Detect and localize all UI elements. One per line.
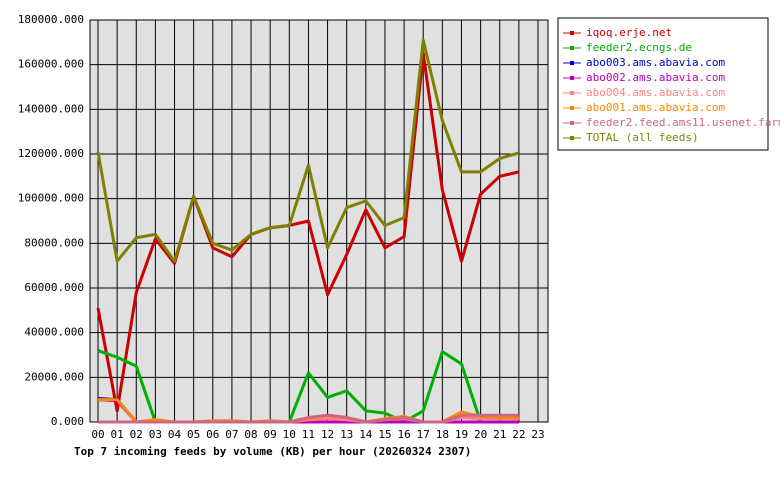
x-tick-label: 10 [283, 428, 296, 441]
series-line [96, 52, 520, 413]
y-tick-label: 60000.000 [24, 281, 84, 294]
x-tick-label: 03 [149, 428, 162, 441]
x-tick-label: 20 [474, 428, 487, 441]
y-tick-label: 0.000 [51, 415, 84, 428]
x-tick-label: 12 [321, 428, 334, 441]
x-tick-label: 02 [130, 428, 143, 441]
x-tick-label: 09 [264, 428, 277, 441]
x-tick-label: 14 [359, 428, 373, 441]
y-tick-label: 20000.000 [24, 370, 84, 383]
series-line [96, 38, 520, 263]
x-tick-label: 23 [531, 428, 544, 441]
y-tick-label: 180000.000 [18, 13, 84, 26]
x-tick-label: 11 [302, 428, 315, 441]
x-tick-label: 15 [378, 428, 391, 441]
legend-marker [570, 76, 574, 80]
legend-marker [570, 61, 574, 65]
legend-marker [570, 91, 574, 95]
x-tick-label: 13 [340, 428, 353, 441]
series-line [98, 413, 519, 424]
legend-marker [570, 31, 574, 35]
legend [557, 17, 769, 151]
legend-label: iqoq.erje.net [586, 26, 672, 39]
y-tick-label: 80000.000 [24, 236, 84, 249]
x-tick-label: 16 [397, 428, 410, 441]
x-tick-label: 22 [512, 428, 525, 441]
y-tick-label: 120000.000 [18, 147, 84, 160]
x-tick-label: 21 [493, 428, 506, 441]
y-tick-label: 40000.000 [24, 326, 84, 339]
legend-marker [570, 136, 574, 140]
legend-label: feeder2.ecngs.de [586, 41, 692, 54]
legend-marker [570, 46, 574, 50]
chart-title: Top 7 incoming feeds by volume (KB) per … [74, 445, 471, 458]
x-tick-label: 06 [206, 428, 219, 441]
x-tick-label: 04 [168, 428, 182, 441]
x-tick-label: 08 [244, 428, 257, 441]
legend-label: abo001.ams.abavia.com [586, 101, 725, 114]
x-tick-label: 19 [455, 428, 468, 441]
x-tick-label: 05 [187, 428, 200, 441]
legend-label: abo002.ams.abavia.com [586, 71, 725, 84]
legend-label: feeder2.feed.ams11.usenet.farm [586, 116, 780, 129]
y-tick-label: 140000.000 [18, 102, 84, 115]
y-tick-label: 160000.000 [18, 58, 84, 71]
x-tick-label: 18 [436, 428, 449, 441]
legend-marker [570, 106, 574, 110]
legend-label: TOTAL (all feeds) [586, 131, 699, 144]
legend-marker [570, 121, 574, 125]
x-tick-label: 00 [91, 428, 104, 441]
plot-area [89, 19, 549, 423]
x-tick-label: 01 [111, 428, 124, 441]
legend-label: abo004.ams.abavia.com [586, 86, 725, 99]
x-tick-label: 07 [225, 428, 238, 441]
legend-label: abo003.ams.abavia.com [586, 56, 725, 69]
y-tick-label: 100000.000 [18, 192, 84, 205]
x-tick-label: 17 [417, 428, 430, 441]
